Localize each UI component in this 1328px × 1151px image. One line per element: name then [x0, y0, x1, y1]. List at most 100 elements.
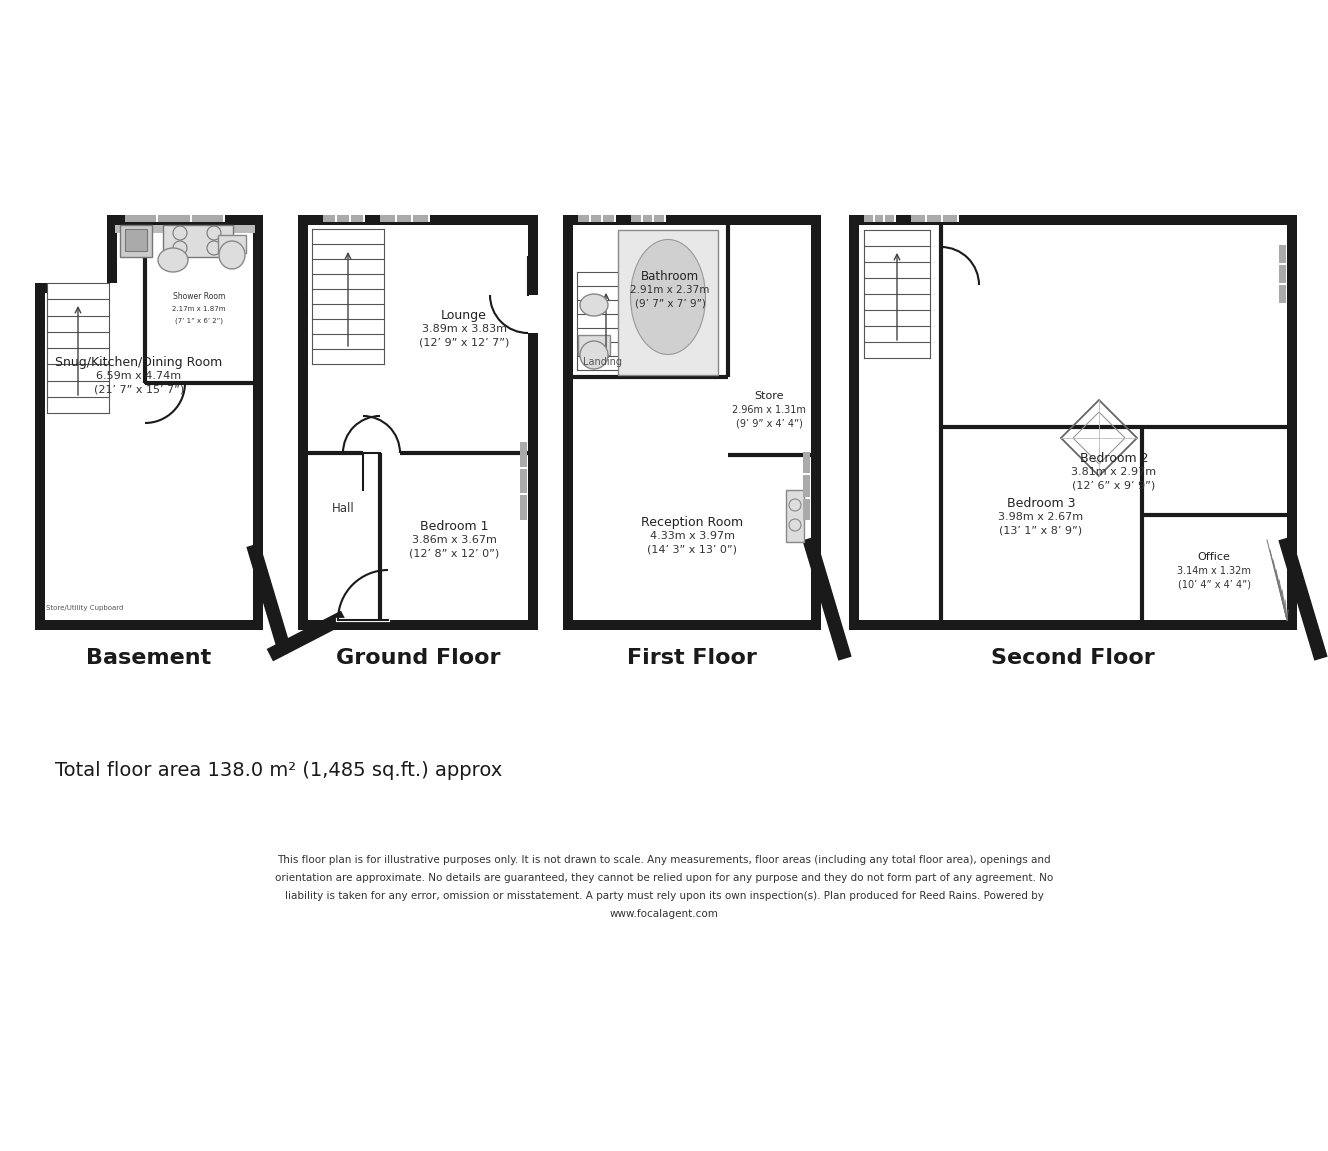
Bar	[572, 224, 811, 620]
Bar	[1279, 285, 1286, 303]
Text: (12’ 8” x 12’ 0”): (12’ 8” x 12’ 0”)	[409, 548, 499, 558]
Text: 3.98m x 2.67m: 3.98m x 2.67m	[999, 512, 1084, 523]
Bar	[521, 295, 538, 333]
Bar	[643, 215, 652, 222]
Bar	[158, 215, 190, 222]
Bar	[786, 490, 803, 542]
Text: 3.81m x 2.97m: 3.81m x 2.97m	[1072, 467, 1157, 477]
Bar	[803, 498, 810, 520]
Bar	[859, 224, 1287, 620]
Text: (10’ 4” x 4’ 4”): (10’ 4” x 4’ 4”)	[1178, 579, 1251, 589]
Bar	[618, 230, 718, 375]
Text: 2.96m x 1.31m: 2.96m x 1.31m	[732, 405, 806, 416]
Text: liability is taken for any error, omission or misstatement. A party must rely up: liability is taken for any error, omissi…	[284, 891, 1044, 901]
Bar	[576, 272, 635, 369]
Text: Store: Store	[754, 391, 784, 401]
Bar	[46, 283, 109, 413]
Text: (13’ 1” x 8’ 9”): (13’ 1” x 8’ 9”)	[1000, 525, 1082, 535]
Bar	[655, 215, 664, 222]
Text: First Floor: First Floor	[627, 648, 757, 668]
Text: 4.33m x 3.97m: 4.33m x 3.97m	[649, 531, 734, 541]
Text: (9’ 7” x 7’ 9”): (9’ 7” x 7’ 9”)	[635, 298, 705, 308]
Bar	[191, 215, 223, 222]
Bar	[1279, 245, 1286, 305]
Bar	[116, 224, 255, 233]
Bar	[942, 285, 959, 323]
Ellipse shape	[580, 341, 608, 369]
Text: Hall: Hall	[332, 502, 355, 514]
Bar	[911, 215, 926, 222]
Text: (14’ 3” x 13’ 0”): (14’ 3” x 13’ 0”)	[647, 544, 737, 554]
Bar	[803, 475, 810, 497]
Bar	[521, 468, 527, 494]
Bar	[1279, 265, 1286, 283]
Bar	[120, 224, 151, 257]
Bar	[521, 495, 527, 520]
Bar	[323, 215, 335, 222]
Bar	[563, 215, 821, 630]
Text: www.focalagent.com: www.focalagent.com	[610, 909, 718, 918]
Text: (12’ 6” x 9’ 9”): (12’ 6” x 9’ 9”)	[1073, 480, 1155, 490]
Bar	[875, 215, 883, 222]
Bar	[337, 215, 349, 222]
Bar	[911, 215, 959, 222]
Text: 2.91m x 2.37m: 2.91m x 2.37m	[631, 285, 709, 295]
Text: Lounge: Lounge	[441, 308, 487, 321]
Text: Store/Utility Cupboard: Store/Utility Cupboard	[46, 605, 124, 611]
Bar	[603, 215, 614, 222]
Bar	[297, 215, 538, 630]
Ellipse shape	[580, 294, 608, 317]
Text: (9’ 9” x 4’ 4”): (9’ 9” x 4’ 4”)	[736, 418, 802, 428]
Text: 3.86m x 3.67m: 3.86m x 3.67m	[412, 535, 497, 546]
Bar	[312, 229, 384, 364]
Bar	[323, 215, 365, 222]
Bar	[521, 442, 527, 523]
Bar	[397, 215, 412, 222]
Bar	[108, 215, 117, 283]
Text: Bedroom 2: Bedroom 2	[1080, 451, 1149, 465]
Text: Second Floor: Second Floor	[991, 648, 1155, 668]
Ellipse shape	[158, 247, 189, 272]
Text: (7’ 1” x 6’ 2”): (7’ 1” x 6’ 2”)	[175, 318, 223, 325]
Bar	[631, 215, 640, 222]
Text: Bedroom 3: Bedroom 3	[1007, 496, 1076, 510]
Bar	[943, 215, 957, 222]
Bar	[218, 235, 246, 253]
Text: Bathroom: Bathroom	[641, 269, 699, 282]
Bar	[125, 215, 157, 222]
Bar	[631, 215, 667, 222]
Text: Ground Floor: Ground Floor	[336, 648, 501, 668]
Bar	[380, 215, 430, 222]
Bar	[35, 215, 263, 630]
Bar	[578, 215, 588, 222]
Text: This floor plan is for illustrative purposes only. It is not drawn to scale. Any: This floor plan is for illustrative purp…	[278, 855, 1050, 866]
Bar	[927, 215, 942, 222]
Bar	[886, 215, 894, 222]
Text: Reception Room: Reception Room	[641, 516, 744, 528]
Text: Snug/Kitchen/Dining Room: Snug/Kitchen/Dining Room	[56, 356, 223, 368]
Bar	[35, 215, 108, 283]
Bar	[578, 215, 616, 222]
Bar	[803, 452, 810, 473]
Bar	[163, 224, 232, 257]
Bar	[1279, 245, 1286, 262]
Text: Office: Office	[1198, 552, 1231, 562]
Bar	[591, 215, 602, 222]
Text: 6.59m x 4.74m: 6.59m x 4.74m	[97, 371, 182, 381]
Bar	[35, 283, 108, 294]
Bar	[380, 215, 394, 222]
Text: Bedroom 1: Bedroom 1	[420, 519, 489, 533]
Text: 2.17m x 1.87m: 2.17m x 1.87m	[173, 306, 226, 312]
Text: 3.14m x 1.32m: 3.14m x 1.32m	[1177, 566, 1251, 576]
Bar	[521, 442, 527, 466]
Ellipse shape	[219, 241, 244, 269]
Bar	[125, 229, 147, 251]
Text: (12’ 9” x 12’ 7”): (12’ 9” x 12’ 7”)	[418, 337, 509, 346]
Text: 3.89m x 3.83m: 3.89m x 3.83m	[421, 323, 506, 334]
Text: Total floor area 138.0 m² (1,485 sq.ft.) approx: Total floor area 138.0 m² (1,485 sq.ft.)…	[54, 761, 502, 779]
Bar	[125, 215, 224, 222]
Bar	[849, 215, 1297, 630]
Bar	[578, 335, 610, 355]
Bar	[865, 215, 872, 222]
Bar	[351, 215, 363, 222]
